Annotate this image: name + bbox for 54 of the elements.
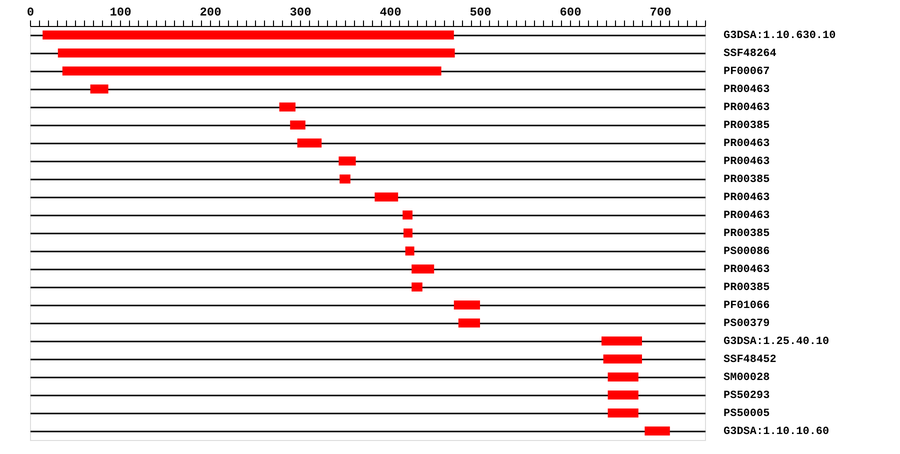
y-tick-label: PR00463 [724, 138, 770, 150]
bar [290, 120, 306, 130]
bar [454, 300, 480, 310]
y-tick-label: PR00385 [724, 228, 770, 240]
bar [90, 84, 108, 94]
x-tick-label: 100 [110, 6, 132, 20]
bar [602, 336, 642, 346]
bar [402, 210, 412, 220]
y-tick-label: PS50005 [724, 408, 770, 420]
bar [412, 264, 434, 274]
y-tick-label: SM00028 [724, 372, 770, 384]
y-tick-label: PS00086 [724, 246, 770, 258]
x-tick-label: 200 [200, 6, 222, 20]
bar [340, 174, 350, 184]
y-tick-label: G3DSA:1.10.10.60 [724, 426, 830, 438]
y-tick-label: SSF48452 [724, 354, 776, 366]
y-tick-label: PS00379 [724, 318, 770, 330]
y-tick-label: SSF48264 [724, 48, 777, 60]
y-tick-label: PR00385 [724, 120, 770, 132]
bar [297, 138, 322, 148]
bar [458, 318, 480, 328]
bar [42, 30, 454, 40]
bar [405, 246, 414, 256]
y-tick-label: PR00463 [724, 210, 770, 222]
x-tick-label: 500 [470, 6, 492, 20]
bar [62, 66, 442, 76]
y-tick-label: PR00463 [724, 84, 770, 96]
bar [58, 48, 455, 58]
y-tick-label: PR00463 [724, 102, 770, 114]
y-tick-label: PS50293 [724, 390, 770, 402]
bar [608, 408, 638, 418]
bar [603, 354, 642, 364]
x-tick-label: 600 [560, 6, 582, 20]
y-tick-label: PF00067 [724, 66, 770, 78]
bar [608, 390, 638, 400]
bar [338, 156, 356, 166]
x-tick-label: 300 [290, 6, 312, 20]
x-tick-label: 700 [650, 6, 672, 20]
bar [374, 192, 398, 202]
y-tick-label: PR00463 [724, 156, 770, 168]
bar [412, 282, 422, 292]
bar [644, 426, 670, 436]
bar [608, 372, 638, 382]
y-tick-label: PR00385 [724, 282, 770, 294]
bar [404, 228, 412, 238]
x-tick-label: 0 [26, 6, 34, 20]
bar [279, 102, 296, 112]
y-tick-label: PR00463 [724, 192, 770, 204]
y-tick-label: PR00463 [724, 264, 770, 276]
x-tick-label: 400 [380, 6, 402, 20]
y-tick-label: G3DSA:1.10.630.10 [724, 30, 836, 42]
y-tick-label: G3DSA:1.25.40.10 [724, 336, 830, 348]
y-tick-label: PF01066 [724, 300, 770, 312]
y-tick-label: PR00385 [724, 174, 770, 186]
